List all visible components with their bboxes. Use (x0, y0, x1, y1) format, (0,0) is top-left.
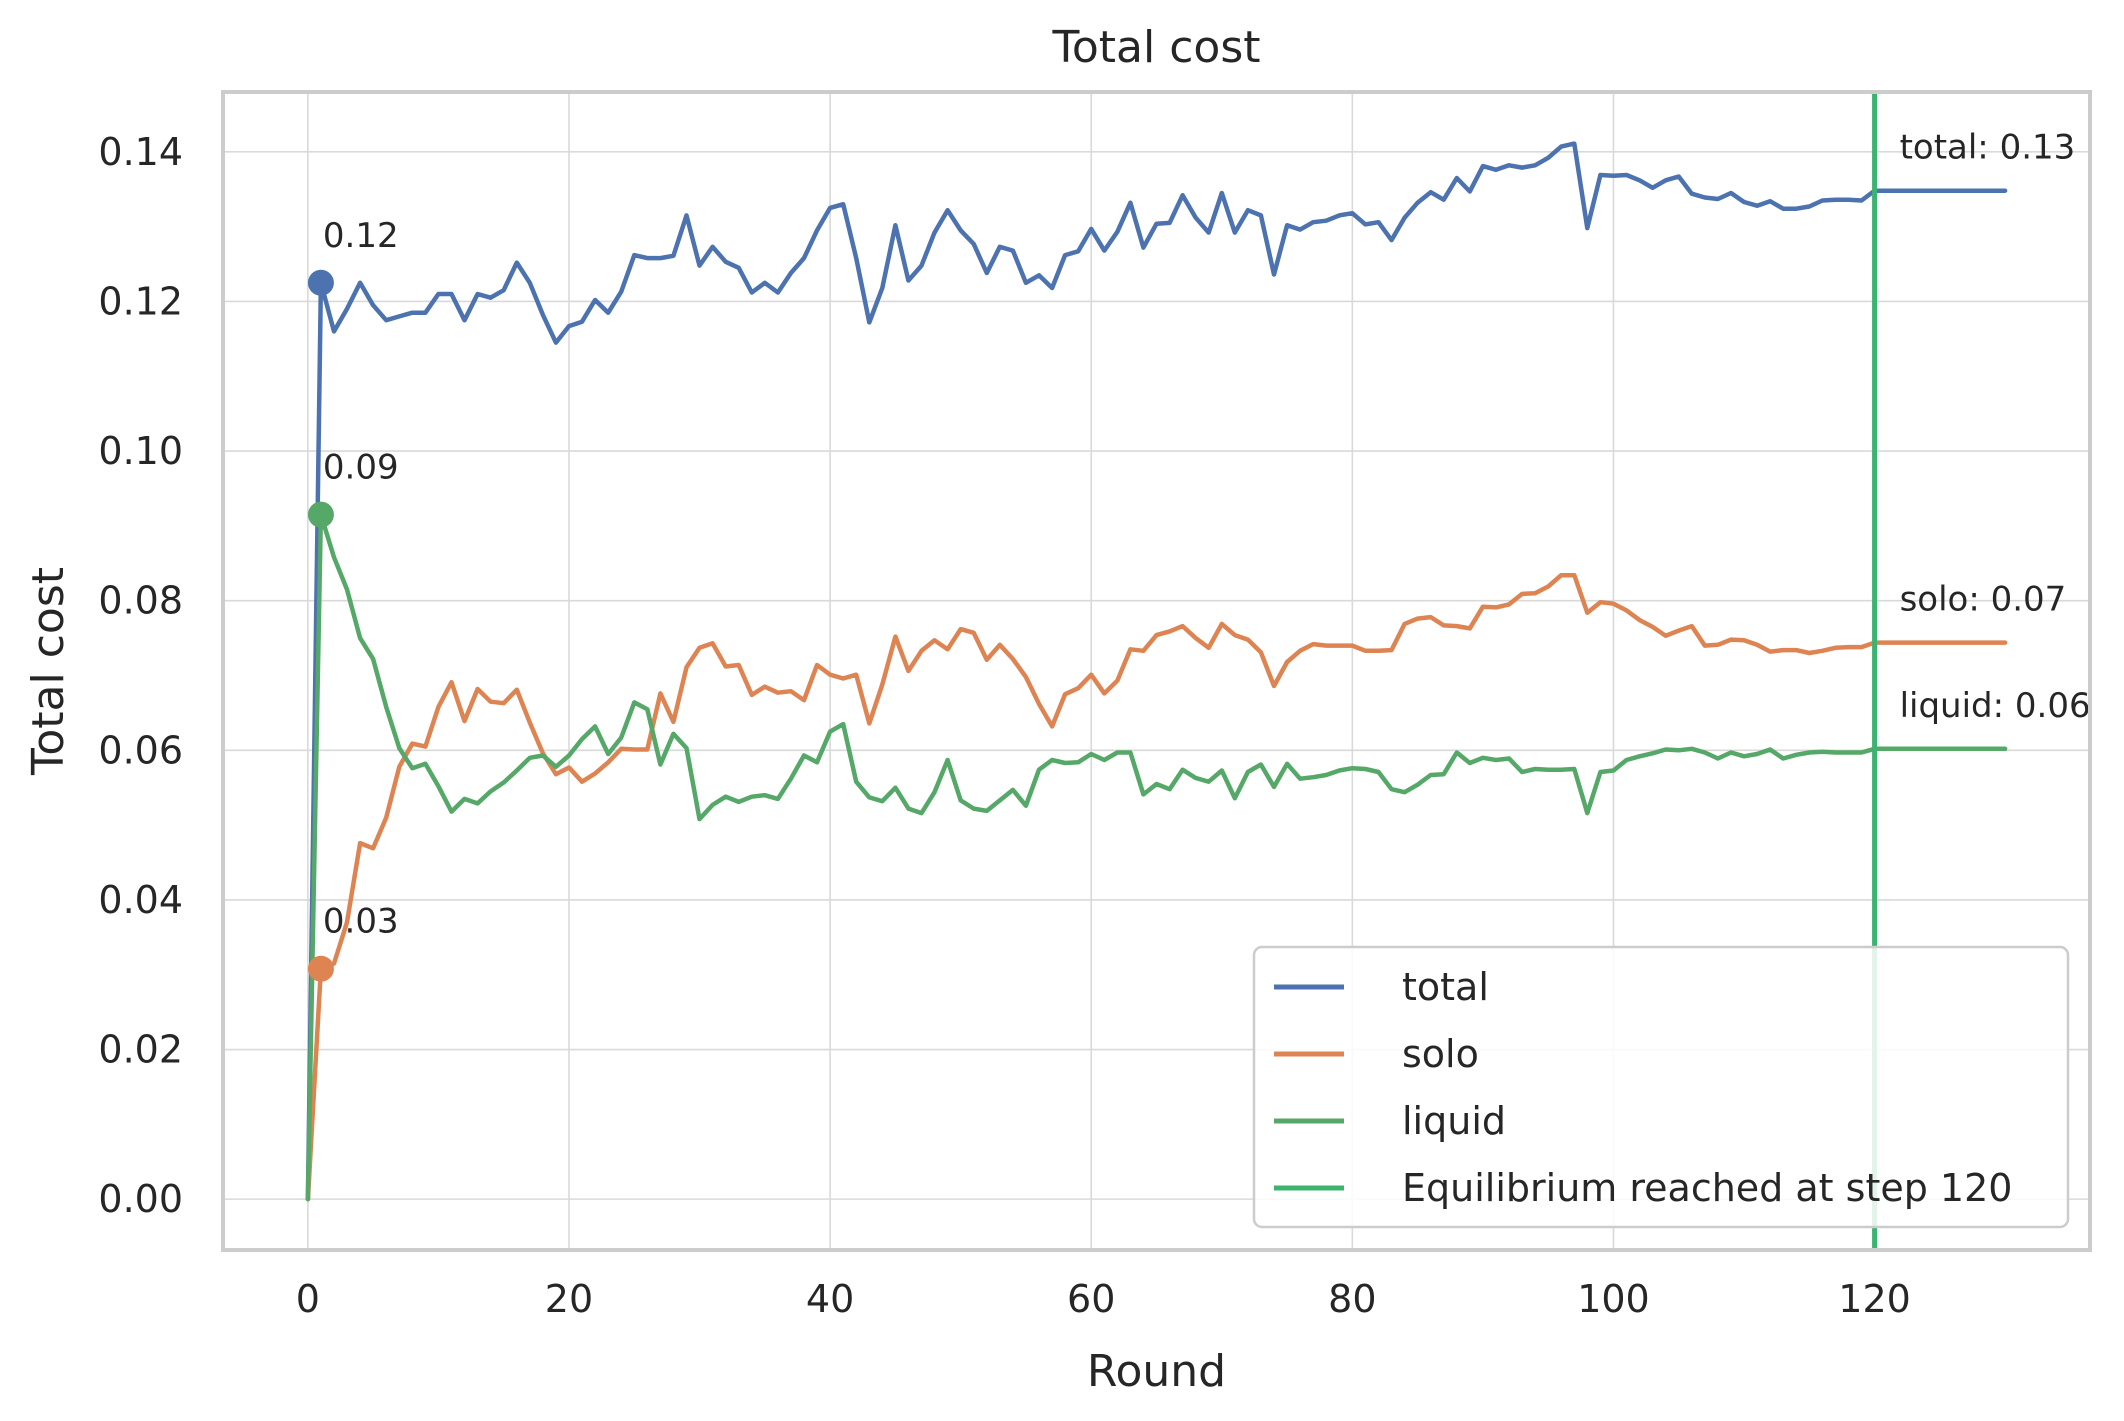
y-axis-title: Total cost (23, 567, 74, 776)
start-marker-label-solo: 0.03 (323, 902, 399, 942)
series-lines (305, 92, 2008, 1250)
x-tick-label: 120 (1838, 1277, 1911, 1321)
end-annotation-total: total: 0.13 (1900, 128, 2076, 168)
start-marker-solo (307, 955, 334, 982)
end-annotation-liquid: liquid: 0.06 (1900, 686, 2091, 726)
x-tick-label: 80 (1328, 1277, 1376, 1321)
annotations: total: 0.13 solo: 0.07 liquid: 0.06 (1900, 128, 2091, 726)
x-axis-title: Round (1087, 1346, 1226, 1397)
chart-title: Total cost (1051, 22, 1260, 73)
x-tick-label: 40 (806, 1277, 854, 1321)
grid (223, 92, 2090, 1250)
y-tick-label: 0.06 (98, 728, 183, 772)
start-marker-total (307, 269, 334, 296)
x-tick-label: 100 (1577, 1277, 1650, 1321)
start-marker-label-liquid: 0.09 (323, 448, 399, 488)
y-tick-label: 0.08 (98, 579, 183, 623)
y-tick-label: 0.10 (98, 429, 183, 473)
y-tick-label: 0.02 (98, 1028, 183, 1072)
legend-box (1252, 945, 2070, 1229)
y-tick-label: 0.12 (98, 279, 183, 323)
series-line-total (305, 141, 2008, 1202)
x-tick-label: 60 (1067, 1277, 1115, 1321)
legend-label: Equilibrium reached at step 120 (1402, 1166, 2012, 1210)
series-line-liquid (305, 512, 2008, 1202)
end-annotation-solo: solo: 0.07 (1900, 580, 2067, 620)
legend-label: total (1402, 965, 1489, 1009)
legend-label: liquid (1402, 1099, 1506, 1143)
start-marker-label-total: 0.12 (323, 216, 399, 256)
y-tick-label: 0.14 (98, 130, 183, 174)
legend-label: solo (1402, 1032, 1479, 1076)
x-tick-label: 20 (545, 1277, 593, 1321)
start-marker-liquid (307, 501, 334, 528)
tick-labels: 0 20 40 60 80 100 120 0.00 0.02 0.04 0.06 0.08 0.10 0… (98, 130, 1910, 1321)
y-tick-label: 0.04 (98, 878, 183, 922)
series-line-solo (305, 572, 2008, 1202)
start-markers: 0.12 0.09 0.03 (307, 216, 399, 982)
plot-frame (221, 90, 2092, 1252)
y-tick-label: 0.00 (98, 1177, 183, 1221)
x-tick-label: 0 (296, 1277, 320, 1321)
legend: total solo liquid Equilibrium reached at st… (1252, 945, 2070, 1229)
